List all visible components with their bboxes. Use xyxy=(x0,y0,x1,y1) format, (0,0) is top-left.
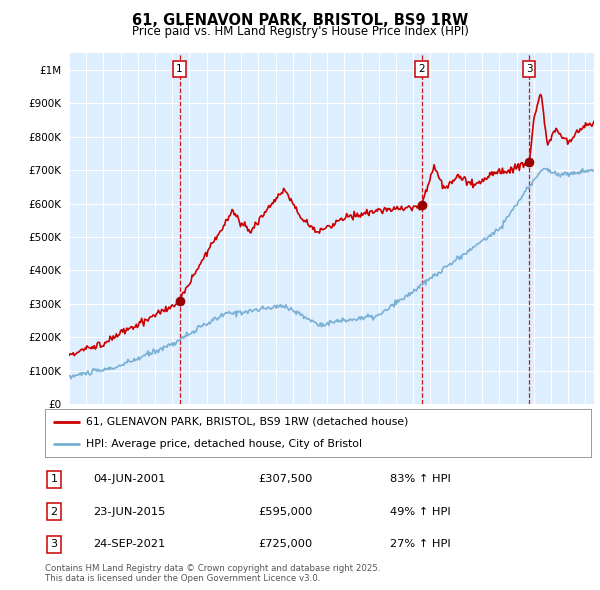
Text: 1: 1 xyxy=(176,64,183,74)
Text: 61, GLENAVON PARK, BRISTOL, BS9 1RW: 61, GLENAVON PARK, BRISTOL, BS9 1RW xyxy=(132,13,468,28)
Text: 2: 2 xyxy=(418,64,425,74)
Text: £307,500: £307,500 xyxy=(258,474,313,484)
Text: HPI: Average price, detached house, City of Bristol: HPI: Average price, detached house, City… xyxy=(86,439,362,449)
Text: 83% ↑ HPI: 83% ↑ HPI xyxy=(390,474,451,484)
Text: 27% ↑ HPI: 27% ↑ HPI xyxy=(390,539,451,549)
Text: 23-JUN-2015: 23-JUN-2015 xyxy=(93,507,166,517)
Text: Price paid vs. HM Land Registry's House Price Index (HPI): Price paid vs. HM Land Registry's House … xyxy=(131,25,469,38)
Text: Contains HM Land Registry data © Crown copyright and database right 2025.
This d: Contains HM Land Registry data © Crown c… xyxy=(45,563,380,583)
Text: 3: 3 xyxy=(526,64,532,74)
Text: 49% ↑ HPI: 49% ↑ HPI xyxy=(390,507,451,517)
Text: £595,000: £595,000 xyxy=(258,507,313,517)
Text: 24-SEP-2021: 24-SEP-2021 xyxy=(93,539,165,549)
Text: 2: 2 xyxy=(50,507,58,517)
Text: 3: 3 xyxy=(50,539,58,549)
Text: 61, GLENAVON PARK, BRISTOL, BS9 1RW (detached house): 61, GLENAVON PARK, BRISTOL, BS9 1RW (det… xyxy=(86,417,409,427)
Text: £725,000: £725,000 xyxy=(258,539,312,549)
Text: 04-JUN-2001: 04-JUN-2001 xyxy=(93,474,166,484)
Text: 1: 1 xyxy=(50,474,58,484)
